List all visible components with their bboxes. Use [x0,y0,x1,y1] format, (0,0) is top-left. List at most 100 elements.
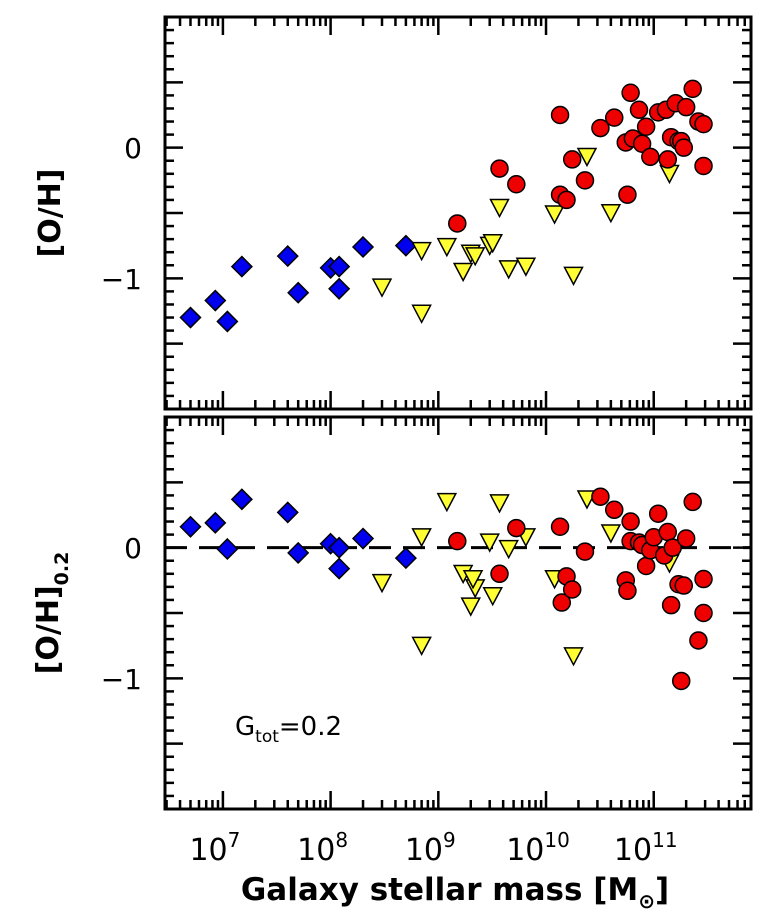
triangle-point [371,573,393,594]
top-ytick-label-minus1: −1 [101,263,142,296]
diamond-point [230,488,253,511]
circle-point [674,576,694,595]
circle-point [676,529,696,548]
circle-point [671,671,691,691]
circle-point [605,108,624,127]
x-tick-label: 1010 [506,828,570,868]
triangle-point [464,247,486,267]
circle-point [629,100,649,120]
circle-point [591,118,610,138]
circle-point [562,150,582,169]
bottom-ylabel: [O/H]0.2 [31,552,73,675]
diamond-point [287,281,310,304]
gtot-annotation: Gtot=0.2 [235,712,342,747]
circle-point [658,522,678,542]
circle-point [694,114,713,134]
bottom-ytick-label-0: 0 [124,532,142,565]
circle-point [621,512,640,531]
diamond-point [230,255,253,278]
triangle-point [563,647,584,667]
circle-point [490,159,509,178]
circle-point [658,150,678,169]
diamond-point [287,541,310,564]
circle-point [618,185,637,204]
diamond-point [394,547,417,570]
circle-point [448,214,467,233]
diamond-point [351,235,375,259]
diamond-point [179,306,202,329]
circle-point [663,538,682,557]
top-panel: 0 −1 [O/H] [33,15,753,411]
triangle-point [411,304,432,324]
circle-point [591,487,610,506]
triangle-point [452,262,474,283]
circle-point [661,595,681,615]
diamond-point [351,527,375,550]
circle-point [605,500,624,520]
circle-point [676,97,696,117]
x-tick-labels: 107 108 109 1010 1011 [189,828,677,868]
diamond-point [394,234,417,257]
triangle-point [544,205,565,225]
circle-point [683,79,702,99]
triangle-point [489,198,510,219]
triangle-point [563,266,584,287]
top-panel-points [179,79,713,333]
circle-point [683,492,702,512]
triangle-point [498,260,519,280]
triangle-point [489,494,510,514]
circle-point [507,518,526,538]
triangle-point [600,203,622,224]
circle-point [621,83,640,103]
diamond-point [328,277,351,300]
circle-point [550,517,570,537]
triangle-point [600,524,622,544]
triangle-point [436,492,458,513]
circle-point [575,171,595,190]
diamond-point [328,557,351,580]
diamond-point [328,536,351,559]
bottom-panel-frame [163,415,753,811]
triangle-point [460,597,481,617]
x-tick-label: 1011 [614,828,678,868]
diamond-point [179,515,202,538]
triangle-point [482,233,503,254]
top-ylabel: [O/H] [33,169,68,258]
x-tick-label: 108 [297,828,348,868]
diamond-point [216,310,239,333]
diamond-point [204,511,227,534]
circle-point [674,138,694,157]
bottom-ytick-label-minus1: −1 [101,663,142,696]
circle-point [694,569,713,589]
triangle-point [498,539,519,560]
circle-point [641,147,660,167]
triangle-point [411,636,432,656]
circle-point [562,580,582,599]
top-ytick-label-0: 0 [124,132,142,165]
triangle-point [479,533,500,553]
x-axis-label: Galaxy stellar mass [M⊙] [241,872,669,913]
circle-point [636,556,656,576]
diamond-point [328,255,351,278]
x-tick-label: 107 [189,828,240,868]
top-panel-frame [163,15,753,411]
triangle-point [411,241,432,262]
circle-point [507,175,526,194]
circle-point [694,603,713,623]
circle-point [632,134,652,153]
circle-point [552,593,572,612]
circle-point [448,531,467,551]
x-tick-label: 109 [405,828,456,868]
circle-point [557,190,576,210]
circle-point [550,105,570,125]
bottom-panel-ticks [165,415,753,811]
circle-point [648,504,668,523]
triangle-point [482,586,503,607]
triangle-point [576,147,598,168]
triangle-point [436,237,458,258]
top-panel-ticks [165,15,753,411]
bottom-panel: 0 −1 [O/H]0.2 Gtot=0.2 107 108 109 1010 1011… [31,415,753,913]
triangle-point [411,528,432,548]
circle-point [694,156,713,176]
